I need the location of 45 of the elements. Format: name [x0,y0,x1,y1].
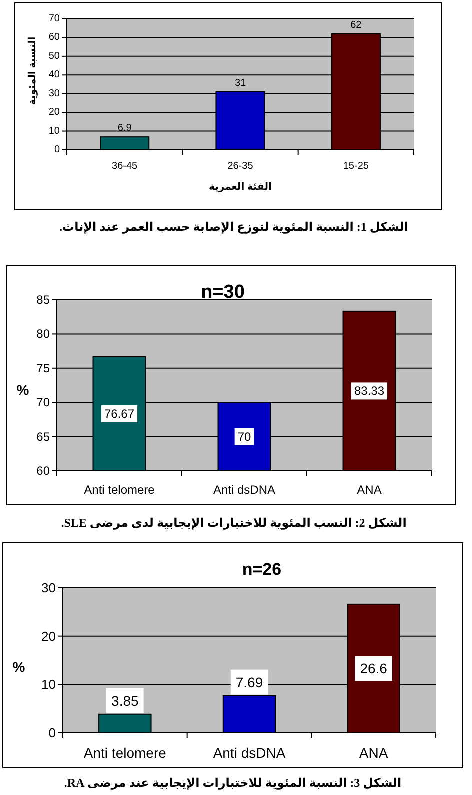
y-tick-label: 50 [48,50,60,62]
y-tick-label: 60 [36,464,50,478]
x-tick-label: Anti dsDNA [213,483,276,497]
x-tick-label: Anti dsDNA [213,745,286,761]
y-tick-label: 60 [48,32,60,44]
data-label: 3.85 [112,692,139,709]
x-tick-label: 36-45 [112,161,138,172]
y-tick-label: 20 [48,107,60,118]
data-label: 26.6 [360,660,388,677]
data-label: 76.67 [104,407,135,421]
x-tick-label: 26-35 [228,161,254,172]
x-tick-label: Anti telomere [84,483,155,497]
data-label: 83.33 [354,384,385,398]
y-tick-label: 20 [42,628,56,644]
title: n=30 [201,282,245,303]
data-label: 70 [238,430,252,444]
y-tick-label: 30 [42,580,56,596]
x-axis-title: الفئة العمرية [209,182,272,193]
y-tick-label: 10 [42,677,56,692]
caption: الشكل 3: النسبة المئوية للاختبارات الإيجابية عند مرضى RA. [64,776,402,790]
x-tick-label: Anti telomere [84,745,166,761]
y-tick-label: 40 [48,70,60,81]
y-tick-label: 10 [48,126,60,137]
y-tick-label: 70 [36,396,50,410]
y-tick-label: 85 [36,293,50,307]
data-label: 6.9 [118,123,132,134]
y-tick-label: 75 [36,361,50,376]
x-tick-label: 15-25 [343,161,369,172]
y-tick-label: 0 [48,726,56,740]
y-axis-title: % [16,382,30,398]
data-label: 62 [350,20,362,31]
data-label: 31 [234,78,246,89]
y-tick-label: 0 [54,144,60,156]
y-axis-title: % [12,659,26,675]
y-tick-label: 65 [36,430,50,444]
data-label: 7.69 [236,674,264,690]
x-tick-label: ANA [357,483,382,497]
caption: الشكل 2: النسب المئوية للاختبارات الإيجابية لدى مرضى SLE. [61,516,407,530]
y-tick-label: 30 [48,88,60,100]
y-tick-label: 80 [36,327,50,342]
title: n=26 [242,560,282,579]
y-axis-title: النسبة المئوية [28,36,38,106]
caption: الشكل 1: النسبة المئوية لتوزع الإصابة حسب العمر عند الإناث. [60,220,408,234]
x-tick-label: ANA [359,745,388,761]
y-tick-label: 70 [48,14,60,24]
